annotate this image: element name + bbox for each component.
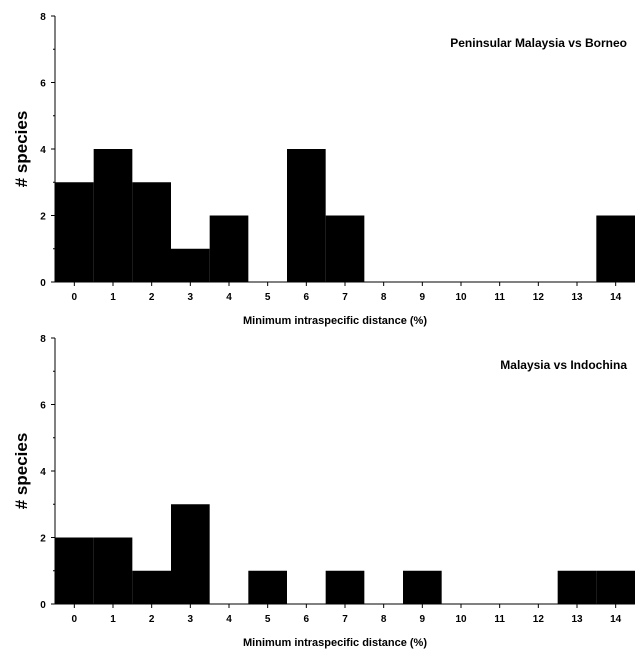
x-axis-label: Minimum intraspecific distance (%) <box>243 637 427 649</box>
x-tick-label: 9 <box>420 614 426 625</box>
x-tick-label: 14 <box>610 614 622 625</box>
bar-1 <box>93 537 133 604</box>
y-tick-label: 6 <box>40 79 46 90</box>
x-tick-label: 0 <box>72 614 78 625</box>
x-tick-label: 14 <box>610 292 622 303</box>
y-tick-label: 4 <box>40 145 46 156</box>
x-tick-label: 13 <box>571 614 583 625</box>
y-ticks-group: 0 2 4 6 8 <box>40 12 55 289</box>
bar-1 <box>93 149 133 282</box>
bar-13 <box>557 570 597 604</box>
y-tick-label: 2 <box>40 534 46 545</box>
bar-7 <box>325 215 365 282</box>
x-tick-label: 13 <box>571 292 583 303</box>
x-tick-label: 11 <box>494 292 505 303</box>
x-ticks-group: 0 1 2 3 4 5 6 7 8 9 10 11 12 13 14 <box>72 282 622 303</box>
x-tick-label: 4 <box>226 614 232 625</box>
y-ticks-group: 0 2 4 6 8 <box>40 334 55 611</box>
bar-2 <box>132 182 171 282</box>
x-tick-label: 1 <box>110 614 116 625</box>
bars-group <box>55 149 635 282</box>
chart-title: Malaysia vs Indochina <box>500 358 627 372</box>
bar-3 <box>171 248 210 282</box>
y-tick-label: 2 <box>40 212 46 223</box>
bar-5 <box>248 570 287 604</box>
y-tick-label: 6 <box>40 401 46 412</box>
x-tick-label: 3 <box>188 292 194 303</box>
x-tick-label: 5 <box>265 292 271 303</box>
x-tick-label: 12 <box>533 292 545 303</box>
bar-14 <box>596 570 635 604</box>
x-ticks-group: 0 1 2 3 4 5 6 7 8 9 10 11 12 13 14 <box>72 604 622 625</box>
bar-3 <box>171 504 210 604</box>
x-tick-label: 6 <box>304 614 310 625</box>
x-tick-label: 2 <box>149 292 155 303</box>
bars-group <box>55 504 635 604</box>
x-tick-label: 11 <box>494 614 505 625</box>
bar-14 <box>596 215 635 282</box>
x-tick-label: 5 <box>265 614 271 625</box>
bar-9 <box>403 570 442 604</box>
y-axis-label: # species <box>12 433 31 510</box>
x-tick-label: 7 <box>342 614 348 625</box>
y-axis-label: # species <box>12 111 31 188</box>
chart-title: Peninsular Malaysia vs Borneo <box>450 36 627 50</box>
bar-0 <box>55 537 94 604</box>
x-tick-label: 6 <box>304 292 310 303</box>
x-tick-label: 2 <box>149 614 155 625</box>
x-tick-label: 1 <box>110 292 116 303</box>
bar-0 <box>55 182 94 282</box>
bar-2 <box>132 570 171 604</box>
x-tick-label: 10 <box>455 292 467 303</box>
y-tick-label: 0 <box>40 278 46 289</box>
x-axis-label: Minimum intraspecific distance (%) <box>243 315 427 327</box>
x-tick-label: 8 <box>381 614 387 625</box>
x-tick-label: 7 <box>342 292 348 303</box>
x-tick-label: 9 <box>420 292 426 303</box>
bar-4 <box>209 215 249 282</box>
bar-7 <box>325 570 365 604</box>
y-tick-label: 0 <box>40 600 46 611</box>
x-tick-label: 12 <box>533 614 545 625</box>
x-tick-label: 4 <box>226 292 232 303</box>
y-tick-label: 4 <box>40 467 46 478</box>
x-tick-label: 0 <box>72 292 78 303</box>
bar-6 <box>287 149 326 282</box>
x-tick-label: 10 <box>455 614 467 625</box>
x-tick-label: 8 <box>381 292 387 303</box>
y-tick-label: 8 <box>40 334 46 345</box>
y-tick-label: 8 <box>40 12 46 23</box>
x-tick-label: 3 <box>188 614 194 625</box>
